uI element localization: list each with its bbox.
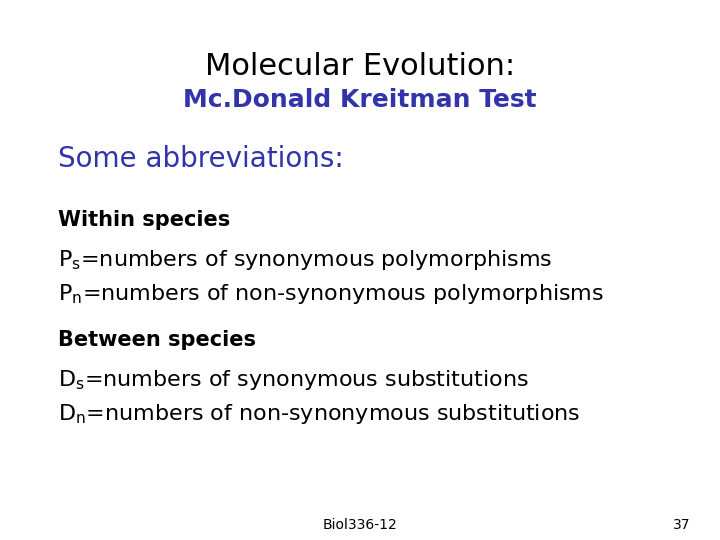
Text: Molecular Evolution:: Molecular Evolution: — [205, 52, 515, 81]
Text: D$_\mathregular{s}$=numbers of synonymous substitutions: D$_\mathregular{s}$=numbers of synonymou… — [58, 368, 528, 392]
Text: Some abbreviations:: Some abbreviations: — [58, 145, 343, 173]
Text: D$_\mathregular{n}$=numbers of non-synonymous substitutions: D$_\mathregular{n}$=numbers of non-synon… — [58, 402, 580, 426]
Text: 37: 37 — [672, 518, 690, 532]
Text: Within species: Within species — [58, 210, 230, 230]
Text: P$_\mathregular{s}$=numbers of synonymous polymorphisms: P$_\mathregular{s}$=numbers of synonymou… — [58, 248, 552, 272]
Text: Between species: Between species — [58, 330, 256, 350]
Text: Mc.Donald Kreitman Test: Mc.Donald Kreitman Test — [183, 88, 537, 112]
Text: Biol336-12: Biol336-12 — [323, 518, 397, 532]
Text: P$_\mathregular{n}$=numbers of non-synonymous polymorphisms: P$_\mathregular{n}$=numbers of non-synon… — [58, 282, 604, 306]
